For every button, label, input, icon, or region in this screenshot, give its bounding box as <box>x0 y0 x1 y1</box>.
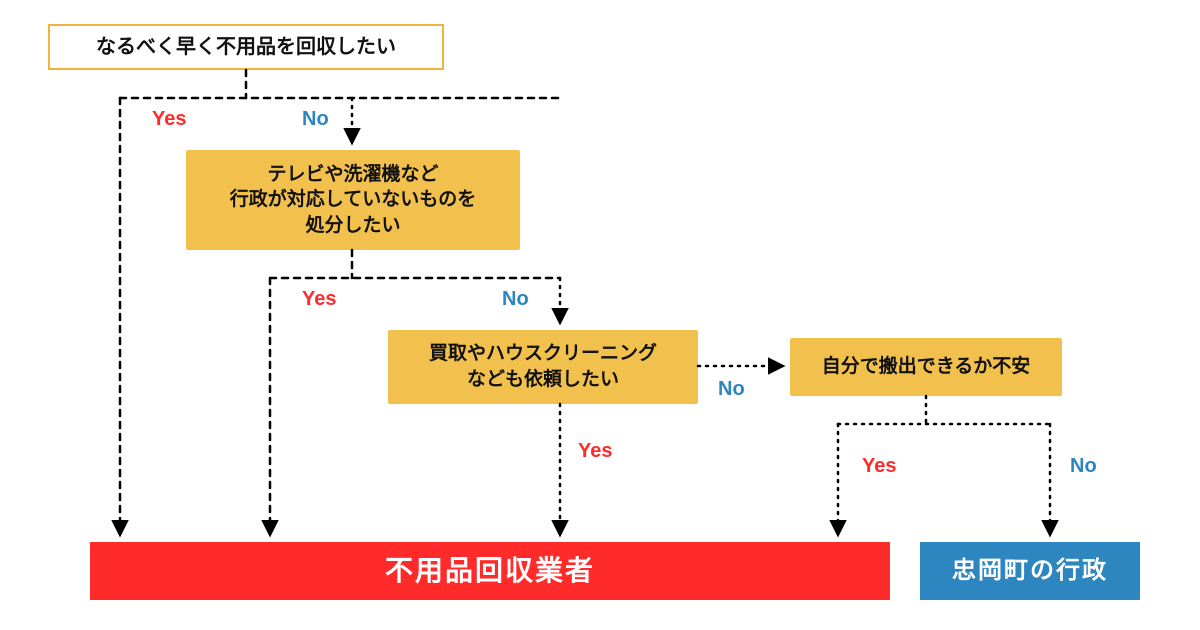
flow-connectors <box>0 0 1200 630</box>
